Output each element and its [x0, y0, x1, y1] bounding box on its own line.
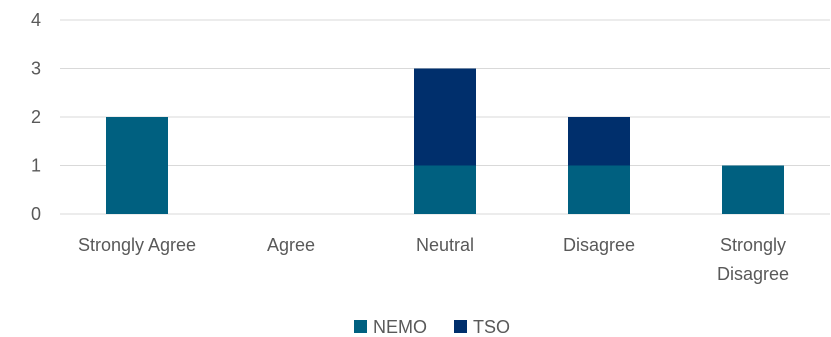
bar-tso-3 — [568, 117, 630, 166]
x-category-label-line: Agree — [267, 235, 315, 255]
x-category-label: Strongly Agree — [78, 235, 196, 255]
legend-swatch-tso — [454, 320, 467, 333]
bar-nemo-0 — [106, 117, 168, 214]
y-axis-tick-labels: 0 1 2 3 4 — [31, 10, 41, 224]
y-tick-label: 4 — [31, 10, 41, 30]
x-category-label-line: Disagree — [563, 235, 635, 255]
legend-swatch-nemo — [354, 320, 367, 333]
bar-tso-2 — [414, 68, 476, 166]
x-category-label: Disagree — [563, 235, 635, 255]
legend-label-tso: TSO — [473, 317, 510, 337]
x-category-label-line: Strongly — [720, 235, 786, 255]
x-category-label-line: Disagree — [717, 264, 789, 284]
legend-label-nemo: NEMO — [373, 317, 427, 337]
x-category-label-line: Strongly Agree — [78, 235, 196, 255]
x-category-label: Strongly Disagree — [717, 235, 789, 284]
x-axis-category-labels: Strongly Agree Agree Neutral Disagree Strong… — [78, 235, 789, 284]
y-tick-label: 0 — [31, 204, 41, 224]
x-category-label-line: Neutral — [416, 235, 474, 255]
x-category-label: Agree — [267, 235, 315, 255]
bar-nemo-3 — [568, 165, 630, 214]
bar-nemo-4 — [722, 165, 784, 214]
bars — [106, 68, 784, 214]
y-tick-label: 2 — [31, 107, 41, 127]
bar-nemo-2 — [414, 165, 476, 214]
x-category-label: Neutral — [416, 235, 474, 255]
y-tick-label: 3 — [31, 59, 41, 79]
legend: NEMO TSO — [354, 317, 510, 337]
y-tick-label: 1 — [31, 156, 41, 176]
